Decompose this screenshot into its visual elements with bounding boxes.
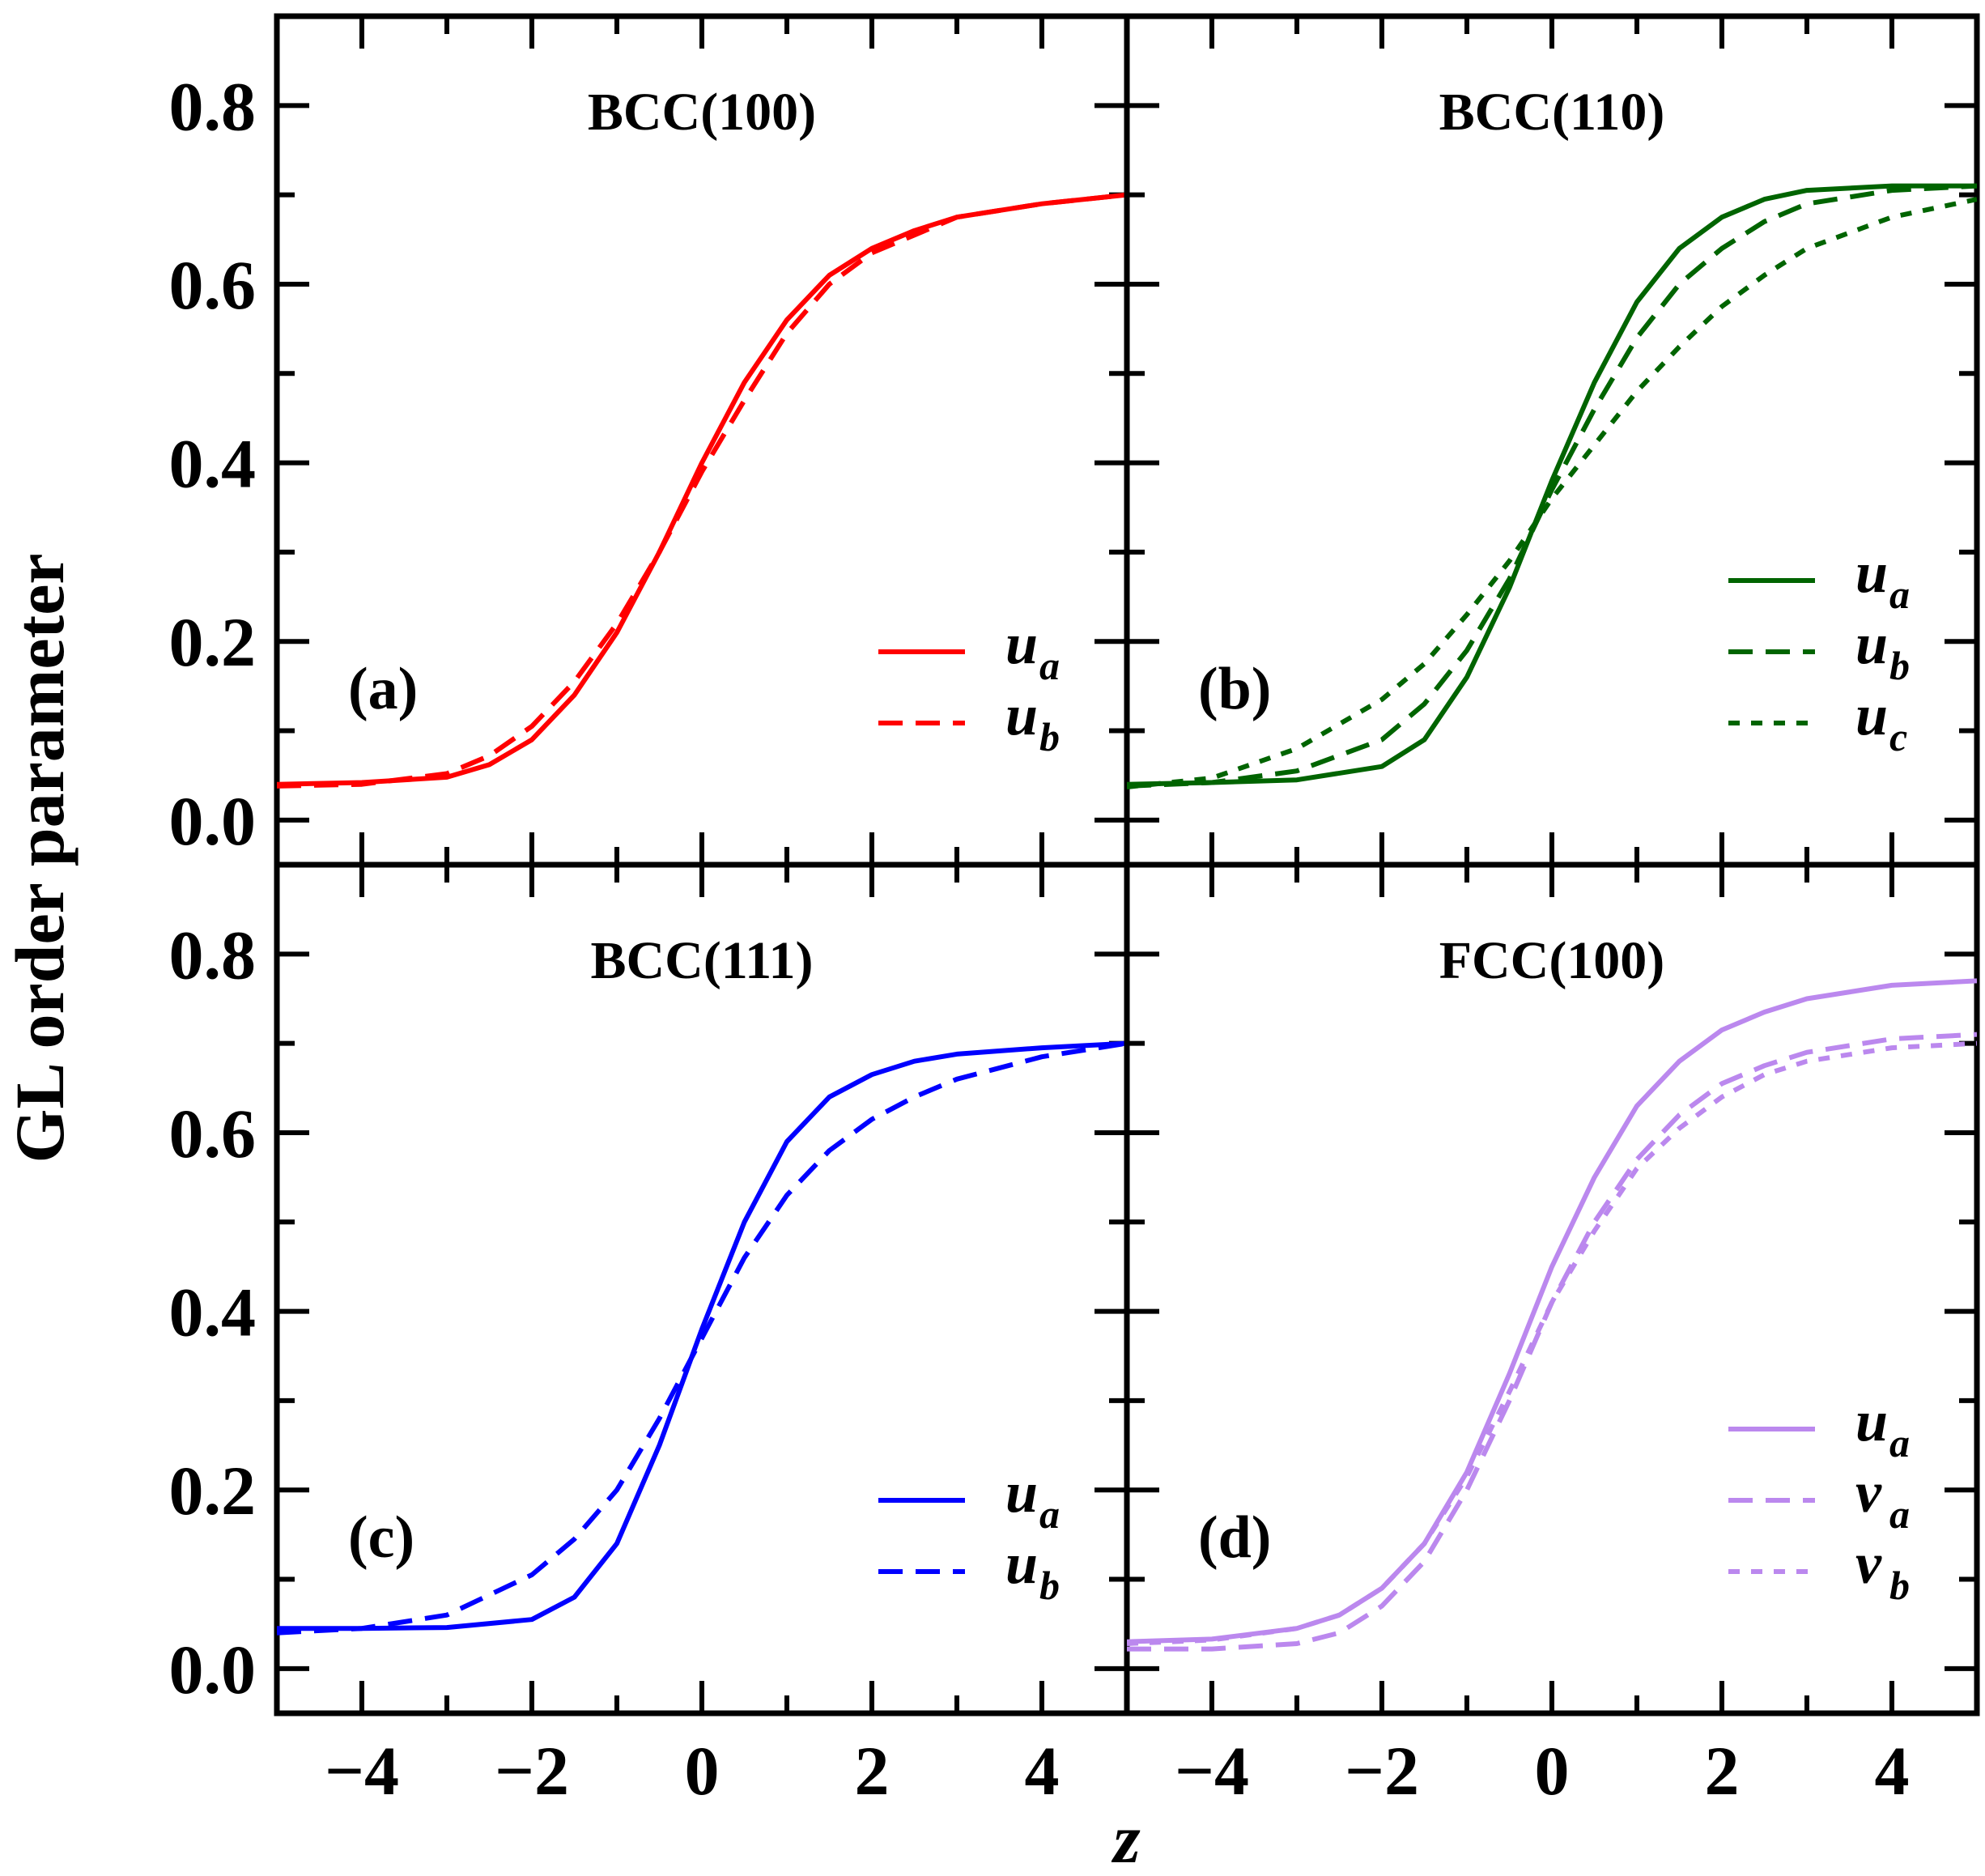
x-tick-label: 4	[1025, 1732, 1060, 1810]
series-line-u-c-dotted	[1127, 197, 1977, 789]
series-line-u-b-dashed	[1127, 183, 1977, 789]
series-line-u-a-solid	[1127, 183, 1977, 787]
series-line-v-b-dotted	[1127, 1040, 1977, 1646]
panel-tag: (d)	[1198, 1504, 1271, 1571]
x-tick-label: 0	[1535, 1732, 1570, 1810]
panel-frame	[274, 13, 1130, 868]
series-line-u-b-dashed	[277, 1040, 1127, 1636]
x-tick-label: 0	[685, 1732, 720, 1810]
panel-frame	[1124, 13, 1980, 868]
x-tick-label: −4	[325, 1732, 399, 1810]
y-axis-label: GL order parameter	[1, 553, 79, 1163]
legend-subscript: a	[1039, 1491, 1060, 1537]
y-tick-label: 0.0	[169, 782, 257, 860]
panel-title: BCC(100)	[588, 83, 816, 142]
y-tick-label: 0.2	[169, 603, 257, 681]
x-tick-label: 4	[1875, 1732, 1910, 1810]
legend-subscript: a	[1889, 572, 1910, 617]
legend-subscript: b	[1889, 643, 1910, 688]
series-line-u-a-solid	[1127, 978, 1977, 1644]
panel-tag: (b)	[1198, 656, 1271, 722]
y-tick-label: 0.6	[169, 246, 257, 324]
legend-subscript: a	[1039, 643, 1060, 688]
x-tick-label: −2	[1345, 1732, 1419, 1810]
legend-subscript: b	[1889, 1563, 1910, 1608]
y-tick-label: 0.2	[169, 1452, 257, 1529]
legend-label: v	[1855, 1460, 1882, 1525]
legend-label: u	[1855, 683, 1888, 747]
panel-title: BCC(110)	[1439, 83, 1665, 142]
series-line-u-a-solid	[277, 192, 1127, 787]
y-tick-label: 0.6	[169, 1095, 257, 1172]
legend-label: u	[1005, 611, 1038, 676]
y-tick-label: 0.4	[169, 1274, 257, 1351]
panel-title: BCC(111)	[590, 931, 813, 990]
panel-c: 0.0 0.2 0.4 0.6 0.8 −4 −2 0 2 4 BCC(111) (c) u au b	[169, 861, 1130, 1810]
legend-label: u	[1005, 1531, 1038, 1596]
panel-title: FCC(100)	[1439, 931, 1665, 990]
panel-b: BCC(110)(b)u au bu c	[1124, 13, 1980, 868]
legend-subscript: c	[1889, 714, 1907, 759]
series-line-u-a-solid	[277, 1040, 1127, 1631]
legend-label: u	[1855, 611, 1888, 676]
legend-subscript: a	[1889, 1491, 1910, 1537]
y-tick-label: 0.0	[169, 1631, 257, 1708]
legend-subscript: a	[1889, 1420, 1910, 1465]
x-tick-label: 2	[855, 1732, 890, 1810]
legend-label: u	[1005, 683, 1038, 747]
panel-a: 0.0 0.2 0.4 0.6 0.8 BCC(100) (a) u au b	[169, 13, 1130, 868]
panel-tag: (c)	[348, 1504, 414, 1571]
y-tick-label: 0.8	[169, 916, 257, 993]
y-tick-label: 0.8	[169, 67, 257, 145]
panel-tag: (a)	[348, 656, 418, 722]
legend-label: u	[1855, 540, 1888, 605]
legend-subscript: b	[1039, 714, 1060, 759]
legend-label: v	[1855, 1531, 1882, 1596]
x-axis-label: z	[1111, 1800, 1141, 1876]
legend-label: u	[1855, 1389, 1888, 1453]
panel-frame	[274, 861, 1130, 1716]
series-line-u-b-dashed	[277, 192, 1127, 789]
x-tick-label: −4	[1175, 1732, 1249, 1810]
legend-label: u	[1005, 1460, 1038, 1525]
x-tick-label: 2	[1705, 1732, 1740, 1810]
legend-subscript: b	[1039, 1563, 1060, 1608]
x-tick-label: −2	[495, 1732, 569, 1810]
y-tick-label: 0.4	[169, 425, 257, 503]
